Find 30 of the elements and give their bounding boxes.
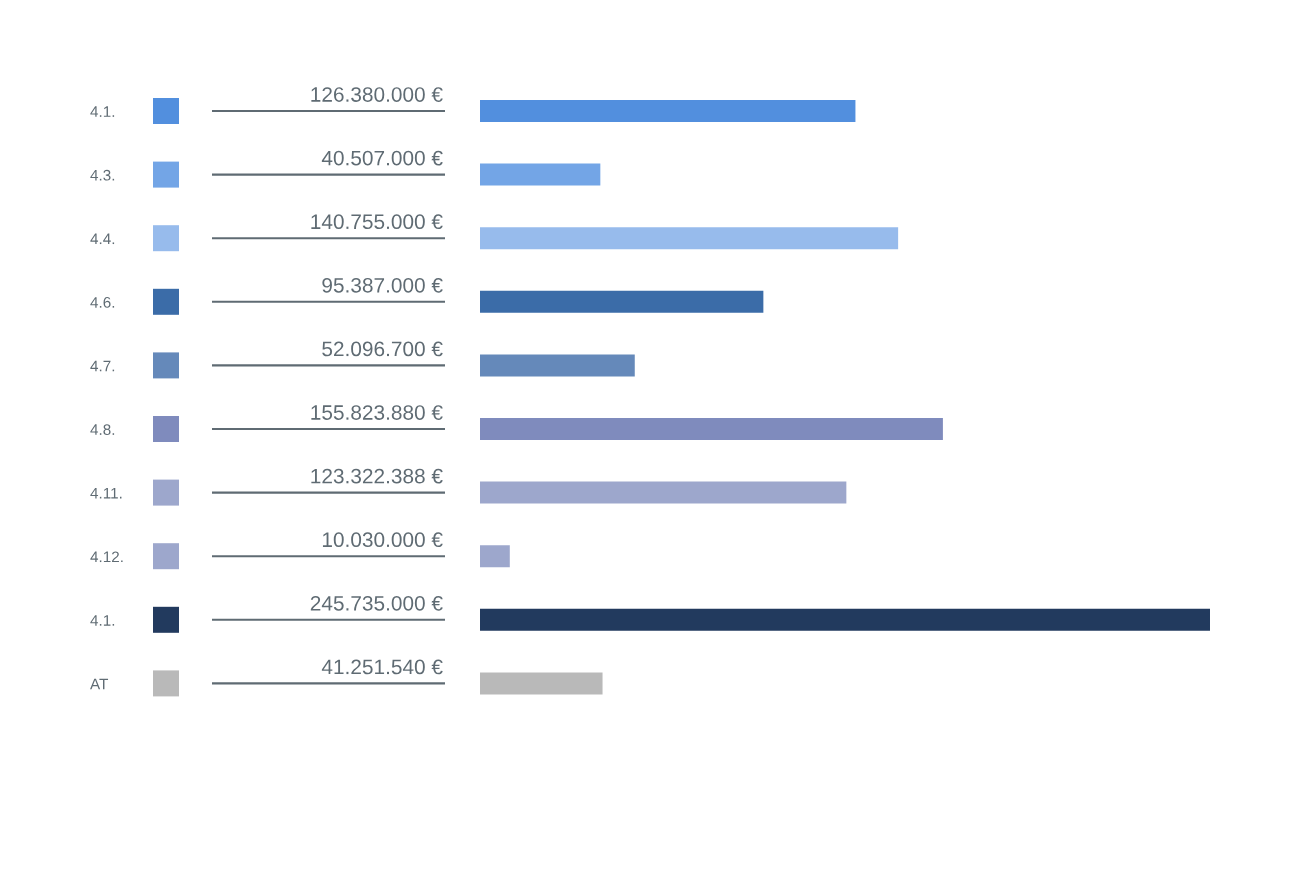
y-tick-label: 4.6. [90, 296, 115, 308]
bar [480, 608, 1210, 631]
data-label: 52.096.700 € [322, 341, 443, 357]
y-tick-label: 4.1. [90, 615, 115, 626]
bar [480, 418, 943, 440]
bar [480, 227, 899, 250]
data-label: 40.507.000 € [321, 150, 443, 166]
data-label: 155.823.880 € [311, 405, 443, 420]
bar [480, 545, 510, 568]
y-tick-label: 4.1. [90, 106, 115, 117]
y-tick-label: 4.7. [90, 360, 115, 372]
data-label: 10.030.000 € [322, 532, 443, 548]
bar [480, 163, 601, 186]
bar [480, 100, 856, 122]
bar [480, 672, 603, 695]
y-tick-label: 4.11. [90, 487, 122, 499]
data-label: 95.387.000 € [322, 277, 443, 293]
bar [480, 481, 847, 504]
data-label: 41.251.540 € [321, 659, 443, 675]
y-tick-label: 4.12. [90, 551, 123, 563]
y-tick-label: 4.3. [90, 169, 115, 181]
y-tick-label: AT [90, 678, 109, 690]
data-label: 123.322.388 € [311, 468, 443, 484]
data-label: 140.755.000 € [311, 214, 443, 230]
bar [480, 290, 764, 313]
data-label: 245.735.000 € [310, 595, 443, 611]
y-tick-label: 4.4. [90, 233, 115, 245]
y-tick-label: 4.8. [90, 424, 115, 436]
data-label: 126.380.000 € [311, 87, 443, 102]
bar [480, 354, 635, 377]
